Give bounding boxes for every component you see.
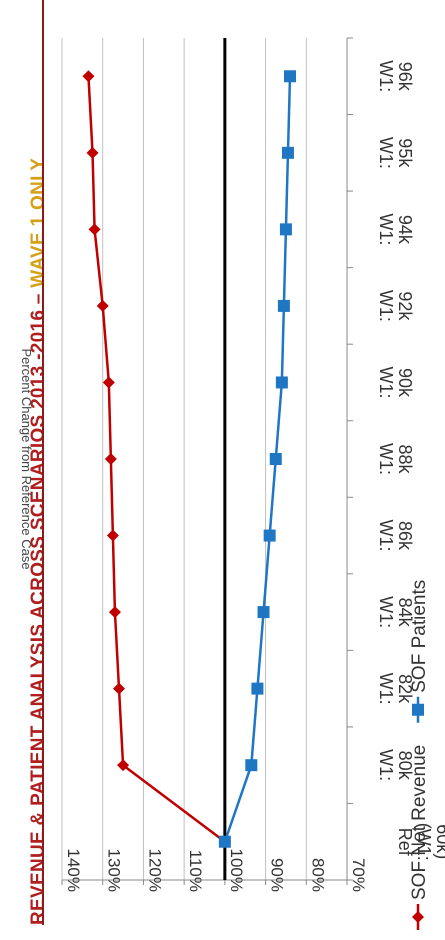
data-point-revenue <box>117 759 130 772</box>
axes <box>61 38 348 885</box>
category-label-line: 60k) <box>433 824 445 859</box>
legend-group: SOF Net Revenue SOF Patients <box>409 580 430 930</box>
category-label-line: 95k <box>395 138 415 168</box>
category-label-line: W1: <box>376 60 396 92</box>
category-label-line: (W1: <box>414 823 434 861</box>
data-point-revenue <box>86 146 99 159</box>
data-point-patients <box>251 682 264 695</box>
category-label-line: W1: <box>376 290 396 322</box>
value-tick-label: 140% <box>64 849 83 892</box>
category-label: W1: 84k <box>376 596 415 628</box>
category-label-line: W1: <box>376 443 396 475</box>
category-label-line: 90k <box>395 368 415 398</box>
data-point-revenue <box>102 376 115 389</box>
category-label-line: 88k <box>395 444 415 474</box>
category-label-line: 92k <box>395 291 415 321</box>
category-label-line: W1: <box>376 673 396 705</box>
category-label: W1: 94k <box>376 213 415 245</box>
category-label-line: W1: <box>376 137 396 169</box>
value-tick-label: 90% <box>268 858 287 892</box>
category-label: W1: 80k <box>376 749 415 781</box>
category-label-line: 86k <box>395 521 415 551</box>
category-label-line: 82k <box>395 674 415 704</box>
data-point-revenue <box>106 529 119 542</box>
data-point-revenue <box>96 299 109 312</box>
category-label: W1: 88k <box>376 443 415 475</box>
data-point-patients <box>245 759 258 772</box>
category-label: Ref (W1: 60k) <box>395 823 445 861</box>
legend-marker <box>412 703 424 716</box>
value-tick-label: 110% <box>186 850 205 892</box>
data-point-revenue <box>104 453 117 465</box>
value-tick-label: 130% <box>105 849 124 892</box>
data-point-patients <box>218 835 231 848</box>
legend-item: SOF Patients <box>409 580 430 723</box>
category-label-line: 94k <box>395 215 415 245</box>
data-point-patients <box>257 606 270 619</box>
category-label: W1: 95k <box>376 137 415 169</box>
category-label-line: 80k <box>395 751 415 781</box>
value-tick-label: 100% <box>227 849 246 892</box>
data-point-patients <box>269 453 282 465</box>
value-axis-title: Percent Change from Reference Case <box>19 348 34 569</box>
value-tick-label: 80% <box>308 858 327 892</box>
value-tick-label: 70% <box>349 858 368 892</box>
category-label: W1: 82k <box>376 673 415 705</box>
data-point-revenue <box>82 70 95 83</box>
title-divider <box>42 0 44 925</box>
category-label-line: 96k <box>395 62 415 92</box>
category-label-line: W1: <box>376 366 396 398</box>
data-point-patients <box>284 70 296 83</box>
category-label: W1: 92k <box>376 290 415 322</box>
category-label: W1: 86k <box>376 520 415 552</box>
legend-label: SOF Patients <box>409 580 430 693</box>
category-label-line: 84k <box>395 598 415 628</box>
data-point-patients <box>275 376 288 389</box>
data-point-revenue <box>88 223 101 236</box>
data-point-patients <box>277 299 290 312</box>
labels: 70% 80% 90% 100% 110% 120% 130% 140% Ref (W1: 60k)… <box>19 60 445 892</box>
data-point-revenue <box>108 606 121 619</box>
legend-marker <box>412 911 424 923</box>
data-point-patients <box>279 223 292 236</box>
legend: SOF Net Revenue SOF Patients <box>409 580 430 930</box>
category-label: W1: 96k <box>376 60 415 92</box>
category-label-line: W1: <box>376 213 396 245</box>
value-tick-label: 120% <box>145 849 164 892</box>
data-point-revenue <box>113 682 125 695</box>
data-point-patients <box>281 146 294 159</box>
category-label-line: Ref <box>395 828 415 857</box>
legend-item: SOF Net Revenue <box>409 745 430 930</box>
legend-label: SOF Net Revenue <box>409 745 430 900</box>
series <box>82 70 296 848</box>
category-label-line: W1: <box>376 596 396 628</box>
data-point-patients <box>263 529 276 542</box>
category-label: W1: 90k <box>376 366 415 398</box>
category-label-line: W1: <box>376 520 396 552</box>
category-label-line: W1: <box>376 749 396 781</box>
